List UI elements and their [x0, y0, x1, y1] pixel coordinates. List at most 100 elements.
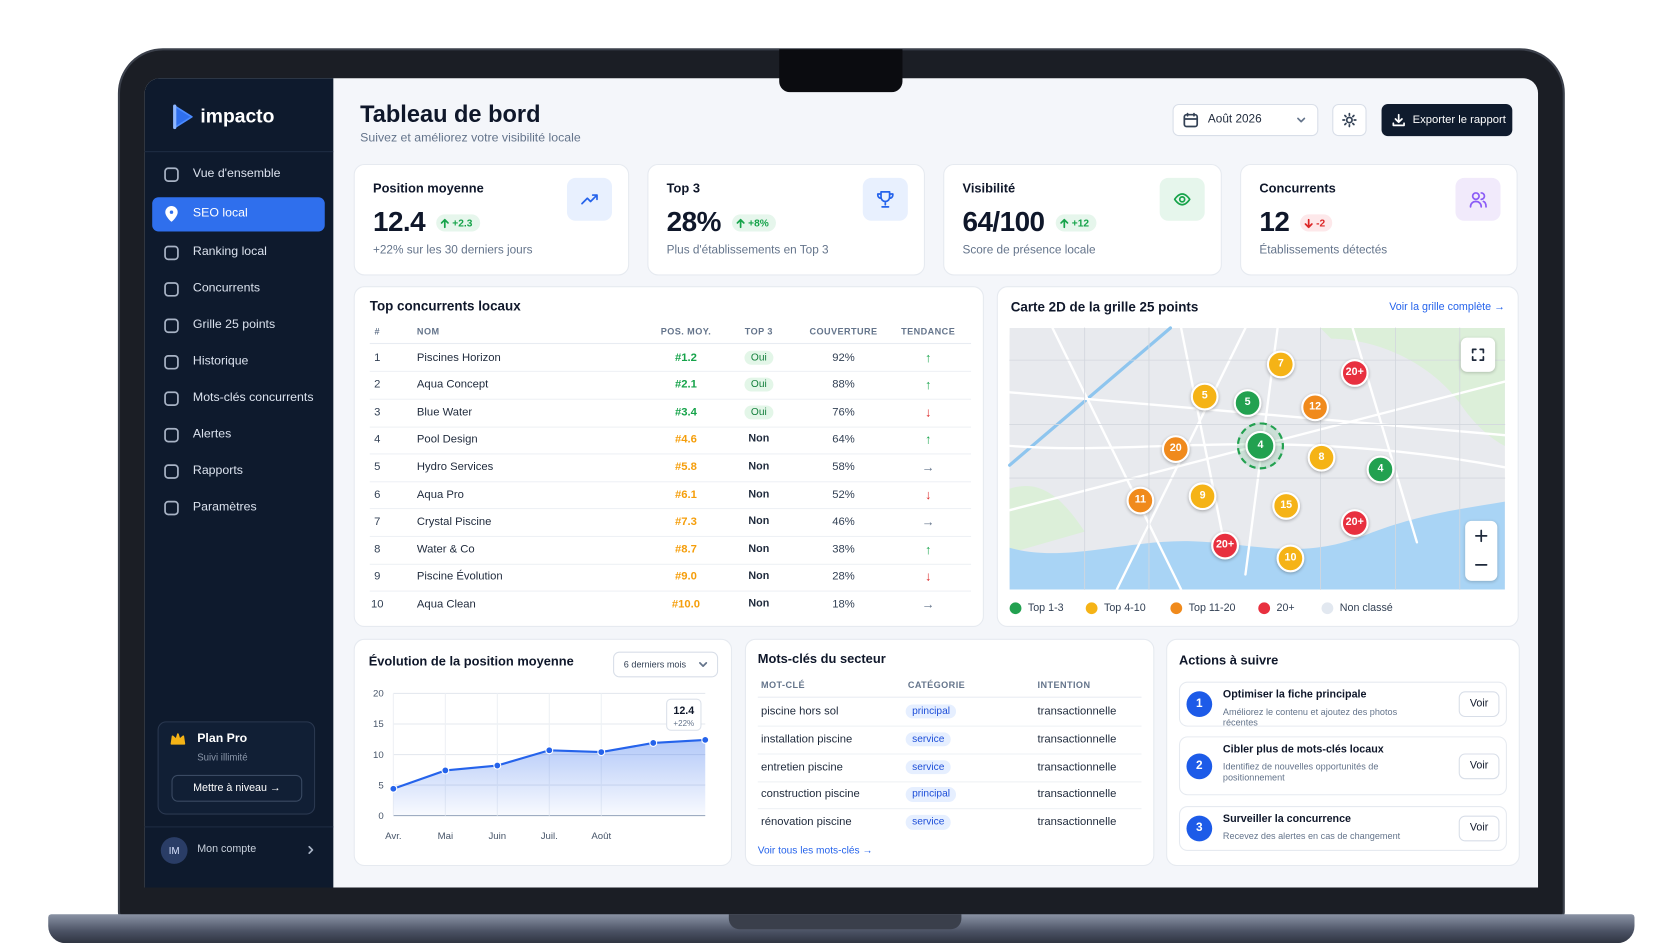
- top3-flag: Oui: [744, 377, 774, 393]
- map-marker[interactable]: [1211, 531, 1240, 560]
- map-marker[interactable]: [1301, 393, 1330, 422]
- voir-label: Voir: [1469, 759, 1489, 772]
- trend: ↑: [924, 432, 932, 448]
- keyword-intent: transactionnelle: [1037, 732, 1117, 746]
- column-header: NOM: [416, 325, 440, 337]
- marker-label: 20+: [1345, 366, 1364, 379]
- nav-item[interactable]: Rapports: [192, 464, 243, 478]
- map-marker[interactable]: [1245, 430, 1276, 461]
- kpi-label: Concurrents: [1259, 180, 1336, 196]
- map-marker[interactable]: [1307, 443, 1336, 472]
- column-header: COUVERTURE: [809, 325, 878, 337]
- column-header: TENDANCE: [901, 325, 956, 337]
- nav-item[interactable]: Vue d'ensemble: [192, 167, 281, 181]
- row-rule: [757, 753, 1142, 755]
- x-tick-label: Août: [591, 831, 611, 842]
- map-marker[interactable]: [1276, 544, 1305, 573]
- brand-name: impacto: [200, 105, 275, 127]
- marker-label: 5: [1201, 390, 1208, 402]
- nav-item[interactable]: SEO local: [192, 206, 248, 220]
- row-rule: [369, 371, 972, 373]
- coverage: 76%: [832, 405, 855, 419]
- map-marker[interactable]: [1340, 359, 1369, 387]
- row-rank: 8: [374, 542, 381, 556]
- export-label: Exporter le rapport: [1412, 113, 1506, 127]
- map-marker[interactable]: [1188, 482, 1217, 511]
- date-label: Août 2026: [1207, 112, 1262, 126]
- kpi-icon: [1469, 192, 1487, 208]
- action-title: Optimiser la fiche principale: [1222, 689, 1367, 701]
- icon-part: [164, 464, 179, 479]
- account-label[interactable]: Mon compte: [197, 843, 257, 856]
- export-button[interactable]: [1381, 103, 1513, 137]
- icon-part: [164, 391, 179, 406]
- map-marker[interactable]: [1266, 350, 1295, 379]
- keyword: construction piscine: [760, 787, 860, 801]
- nav-item[interactable]: Paramètres: [192, 500, 257, 514]
- icon-part: [1345, 116, 1353, 124]
- kpi-value: 12: [1259, 205, 1290, 238]
- chevron-right: [308, 845, 314, 855]
- map-marker[interactable]: [1340, 509, 1369, 537]
- nav-item[interactable]: Grille 25 points: [192, 318, 276, 332]
- voir-button[interactable]: [1458, 752, 1500, 779]
- map-marker[interactable]: [1126, 486, 1155, 515]
- avg-position: #6.1: [674, 487, 697, 501]
- upgrade-button[interactable]: [171, 774, 303, 802]
- legend-dot: [1321, 602, 1334, 615]
- map-link[interactable]: Voir la grille complète →: [1389, 301, 1505, 313]
- row-rank: 1: [374, 350, 381, 364]
- theme-button[interactable]: [1332, 103, 1367, 137]
- map-marker[interactable]: [1366, 455, 1395, 484]
- action-number-bg: [1186, 752, 1213, 779]
- keywords-link[interactable]: Voir tous les mots-clés →: [757, 844, 873, 857]
- marker-label: 11: [1134, 494, 1147, 506]
- trend: ↑: [924, 377, 932, 393]
- keyword-intent: transactionnelle: [1037, 787, 1117, 801]
- top3-flag: Non: [748, 543, 770, 555]
- icon-part: [164, 245, 179, 261]
- coverage: 64%: [832, 433, 855, 446]
- nav-icon: [164, 427, 179, 443]
- nav-icon: [164, 464, 179, 479]
- action-title: Cibler plus de mots-clés locaux: [1222, 743, 1384, 756]
- icon-part: [170, 733, 186, 745]
- row-rank: 10: [371, 597, 384, 611]
- top3-flag: Non: [748, 460, 770, 473]
- icon-part: [164, 427, 179, 443]
- voir-button[interactable]: [1458, 815, 1500, 842]
- voir-button[interactable]: [1458, 691, 1500, 718]
- avg-position: #8.7: [674, 542, 697, 556]
- icon-part: [581, 194, 598, 205]
- map-marker[interactable]: [1190, 382, 1219, 411]
- nav-item[interactable]: Historique: [192, 354, 249, 368]
- kpi-note: +22% sur les 30 derniers jours: [372, 243, 533, 257]
- coverage: 46%: [832, 515, 855, 529]
- nav-item[interactable]: Ranking local: [192, 245, 267, 259]
- row-rank: 4: [374, 433, 381, 446]
- point: [649, 738, 658, 747]
- competitor-name: Crystal Piscine: [416, 515, 492, 529]
- map-marker[interactable]: [1161, 435, 1190, 464]
- nav-item[interactable]: Mots-clés concurrents: [192, 391, 314, 405]
- nav-icon: [164, 282, 179, 297]
- marker-label: 7: [1277, 357, 1284, 370]
- row-rank: 9: [374, 570, 381, 584]
- map-marker[interactable]: [1272, 491, 1301, 520]
- map-marker[interactable]: [1233, 389, 1262, 417]
- trend: ↓: [924, 404, 932, 420]
- fullscreen-button[interactable]: [1460, 337, 1496, 372]
- logo-mark: [173, 104, 193, 130]
- crown-icon: [170, 733, 186, 745]
- kpi-delta: -2: [1316, 217, 1326, 230]
- row-rule: [757, 808, 1142, 810]
- nav-active-bg: [152, 197, 325, 232]
- nav-item[interactable]: Alertes: [192, 427, 232, 441]
- x-tick-label: Juin: [488, 831, 506, 842]
- kpi-icon-box: [1159, 177, 1205, 221]
- row-rule: [369, 508, 972, 510]
- avg-position: #10.0: [671, 597, 701, 611]
- avg-position: #5.8: [674, 460, 697, 474]
- nav-item[interactable]: Concurrents: [192, 281, 261, 295]
- marker-label: 5: [1244, 396, 1251, 409]
